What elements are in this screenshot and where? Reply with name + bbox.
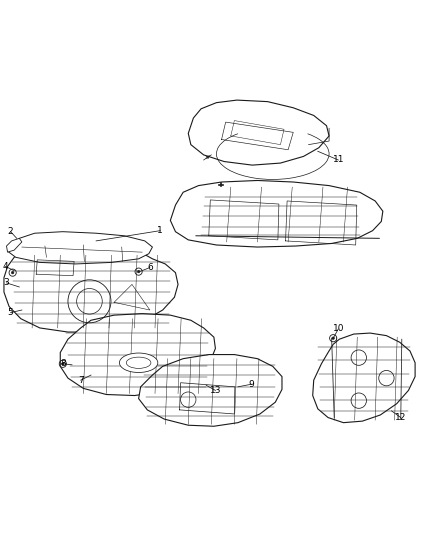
Polygon shape [313, 333, 415, 423]
Ellipse shape [126, 357, 151, 368]
Circle shape [138, 270, 140, 273]
Text: 2: 2 [8, 227, 14, 236]
Polygon shape [7, 238, 22, 252]
Text: 11: 11 [332, 156, 344, 165]
Polygon shape [170, 181, 383, 247]
Text: 13: 13 [210, 386, 221, 395]
Ellipse shape [120, 353, 158, 373]
Circle shape [332, 337, 335, 340]
Text: 1: 1 [157, 226, 163, 235]
Circle shape [62, 362, 64, 365]
Polygon shape [188, 100, 329, 165]
Text: 9: 9 [248, 380, 254, 389]
Text: 7: 7 [78, 376, 84, 385]
Text: 4: 4 [3, 262, 8, 271]
Polygon shape [138, 354, 282, 426]
Text: 6: 6 [147, 263, 153, 272]
Polygon shape [60, 313, 215, 395]
Text: 8: 8 [60, 359, 66, 368]
Polygon shape [4, 246, 178, 332]
Text: 10: 10 [332, 325, 344, 334]
Circle shape [11, 271, 14, 274]
Text: 3: 3 [4, 278, 9, 287]
Polygon shape [7, 232, 152, 264]
Text: 5: 5 [8, 308, 14, 317]
Text: 12: 12 [395, 413, 406, 422]
